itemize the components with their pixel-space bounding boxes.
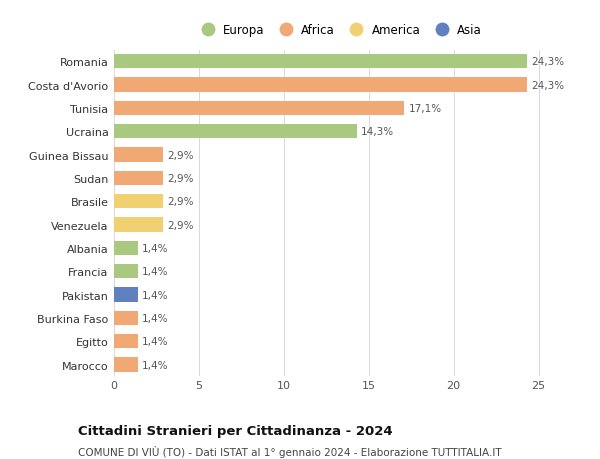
Text: 1,4%: 1,4% xyxy=(142,243,169,253)
Text: 2,9%: 2,9% xyxy=(167,150,194,160)
Legend: Europa, Africa, America, Asia: Europa, Africa, America, Asia xyxy=(196,24,482,37)
Text: 1,4%: 1,4% xyxy=(142,360,169,370)
Bar xyxy=(114,311,138,325)
Bar xyxy=(114,171,163,186)
Bar xyxy=(114,125,357,139)
Text: 14,3%: 14,3% xyxy=(361,127,394,137)
Bar xyxy=(114,288,138,302)
Text: 24,3%: 24,3% xyxy=(531,80,564,90)
Bar xyxy=(114,334,138,349)
Bar xyxy=(114,195,163,209)
Text: 2,9%: 2,9% xyxy=(167,174,194,184)
Text: 1,4%: 1,4% xyxy=(142,313,169,323)
Bar xyxy=(114,241,138,256)
Text: COMUNE DI VIÙ (TO) - Dati ISTAT al 1° gennaio 2024 - Elaborazione TUTTITALIA.IT: COMUNE DI VIÙ (TO) - Dati ISTAT al 1° ge… xyxy=(78,445,502,457)
Bar xyxy=(114,78,527,93)
Text: 17,1%: 17,1% xyxy=(409,104,442,114)
Text: 1,4%: 1,4% xyxy=(142,290,169,300)
Bar xyxy=(114,55,527,69)
Text: 1,4%: 1,4% xyxy=(142,267,169,277)
Text: 1,4%: 1,4% xyxy=(142,336,169,347)
Bar xyxy=(114,101,404,116)
Text: Cittadini Stranieri per Cittadinanza - 2024: Cittadini Stranieri per Cittadinanza - 2… xyxy=(78,425,392,437)
Text: 24,3%: 24,3% xyxy=(531,57,564,67)
Bar xyxy=(114,148,163,162)
Text: 2,9%: 2,9% xyxy=(167,220,194,230)
Bar xyxy=(114,264,138,279)
Bar xyxy=(114,218,163,232)
Text: 2,9%: 2,9% xyxy=(167,197,194,207)
Bar xyxy=(114,358,138,372)
